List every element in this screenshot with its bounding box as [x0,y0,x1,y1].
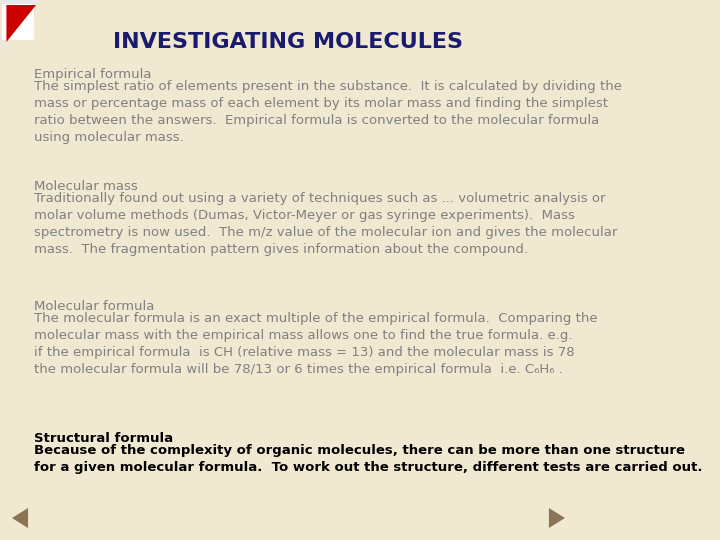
Text: INVESTIGATING MOLECULES: INVESTIGATING MOLECULES [114,32,464,52]
Polygon shape [12,508,28,528]
Polygon shape [6,5,36,42]
Polygon shape [1,0,40,50]
Text: Traditionally found out using a variety of techniques such as ... volumetric ana: Traditionally found out using a variety … [34,192,617,256]
FancyBboxPatch shape [1,4,34,40]
Text: Molecular formula: Molecular formula [34,300,154,313]
Text: The simplest ratio of elements present in the substance.  It is calculated by di: The simplest ratio of elements present i… [34,80,621,144]
Text: Molecular mass: Molecular mass [34,180,138,193]
Text: Structural formula: Structural formula [34,432,173,445]
Text: Empirical formula: Empirical formula [34,68,151,81]
Text: The molecular formula is an exact multiple of the empirical formula.  Comparing : The molecular formula is an exact multip… [34,312,598,376]
Polygon shape [549,508,565,528]
Text: Because of the complexity of organic molecules, there can be more than one struc: Because of the complexity of organic mol… [34,444,702,474]
